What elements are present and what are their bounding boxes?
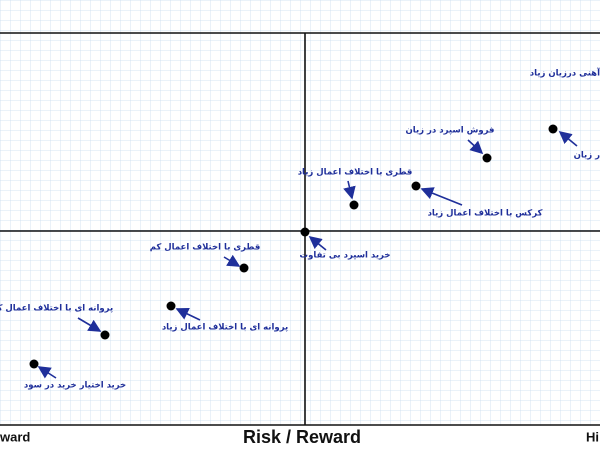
axis-band: [0, 426, 600, 450]
strategy-point: [411, 181, 421, 191]
arrow: [175, 308, 201, 321]
strategy-label: فروش اسپرد در زیان: [406, 126, 495, 136]
strategy-label: کرکس با اختلاف اعمال زیاد: [428, 209, 543, 219]
axis-left-label: ward: [0, 429, 30, 444]
strategy-label: پروانه ای با اختلاف اعمال زیاد: [162, 323, 288, 333]
arrow: [558, 130, 578, 147]
arrow: [420, 187, 463, 206]
strategy-label: ر زیان: [574, 151, 600, 161]
strategy-point: [29, 359, 39, 369]
strategy-label: قطری با اختلاف اعمال کم: [150, 243, 261, 253]
strategy-label: خرید اختیار خرید در سود: [24, 381, 126, 391]
arrow: [308, 235, 327, 251]
strategy-point: [548, 124, 558, 134]
arrow: [223, 254, 241, 267]
arrow: [37, 366, 57, 379]
strategy-point: [100, 330, 110, 340]
arrow: [343, 180, 356, 200]
strategy-label: پروانه ای با اختلاف اعمال کم: [0, 304, 113, 314]
strategy-point: [300, 227, 310, 237]
strategy-point: [482, 153, 492, 163]
axis-right-label: Hi: [586, 429, 599, 444]
arrow: [467, 139, 484, 155]
strategy-point: [239, 263, 249, 273]
arrow: [77, 317, 102, 332]
strategy-label: آهنی درزیان زیاد: [530, 67, 600, 79]
strategy-point: [349, 200, 359, 210]
strategy-label: قطری با اختلاف اعمال زیاد: [298, 168, 413, 178]
strategy-label: خرید اسپرد بی تفاوت: [300, 251, 391, 261]
axis-title: Risk / Reward: [243, 427, 361, 447]
strategy-point: [166, 301, 176, 311]
strategies: آهنی درزیان زیاد فروش اسپرد در زیان ر زیان…: [0, 67, 600, 391]
